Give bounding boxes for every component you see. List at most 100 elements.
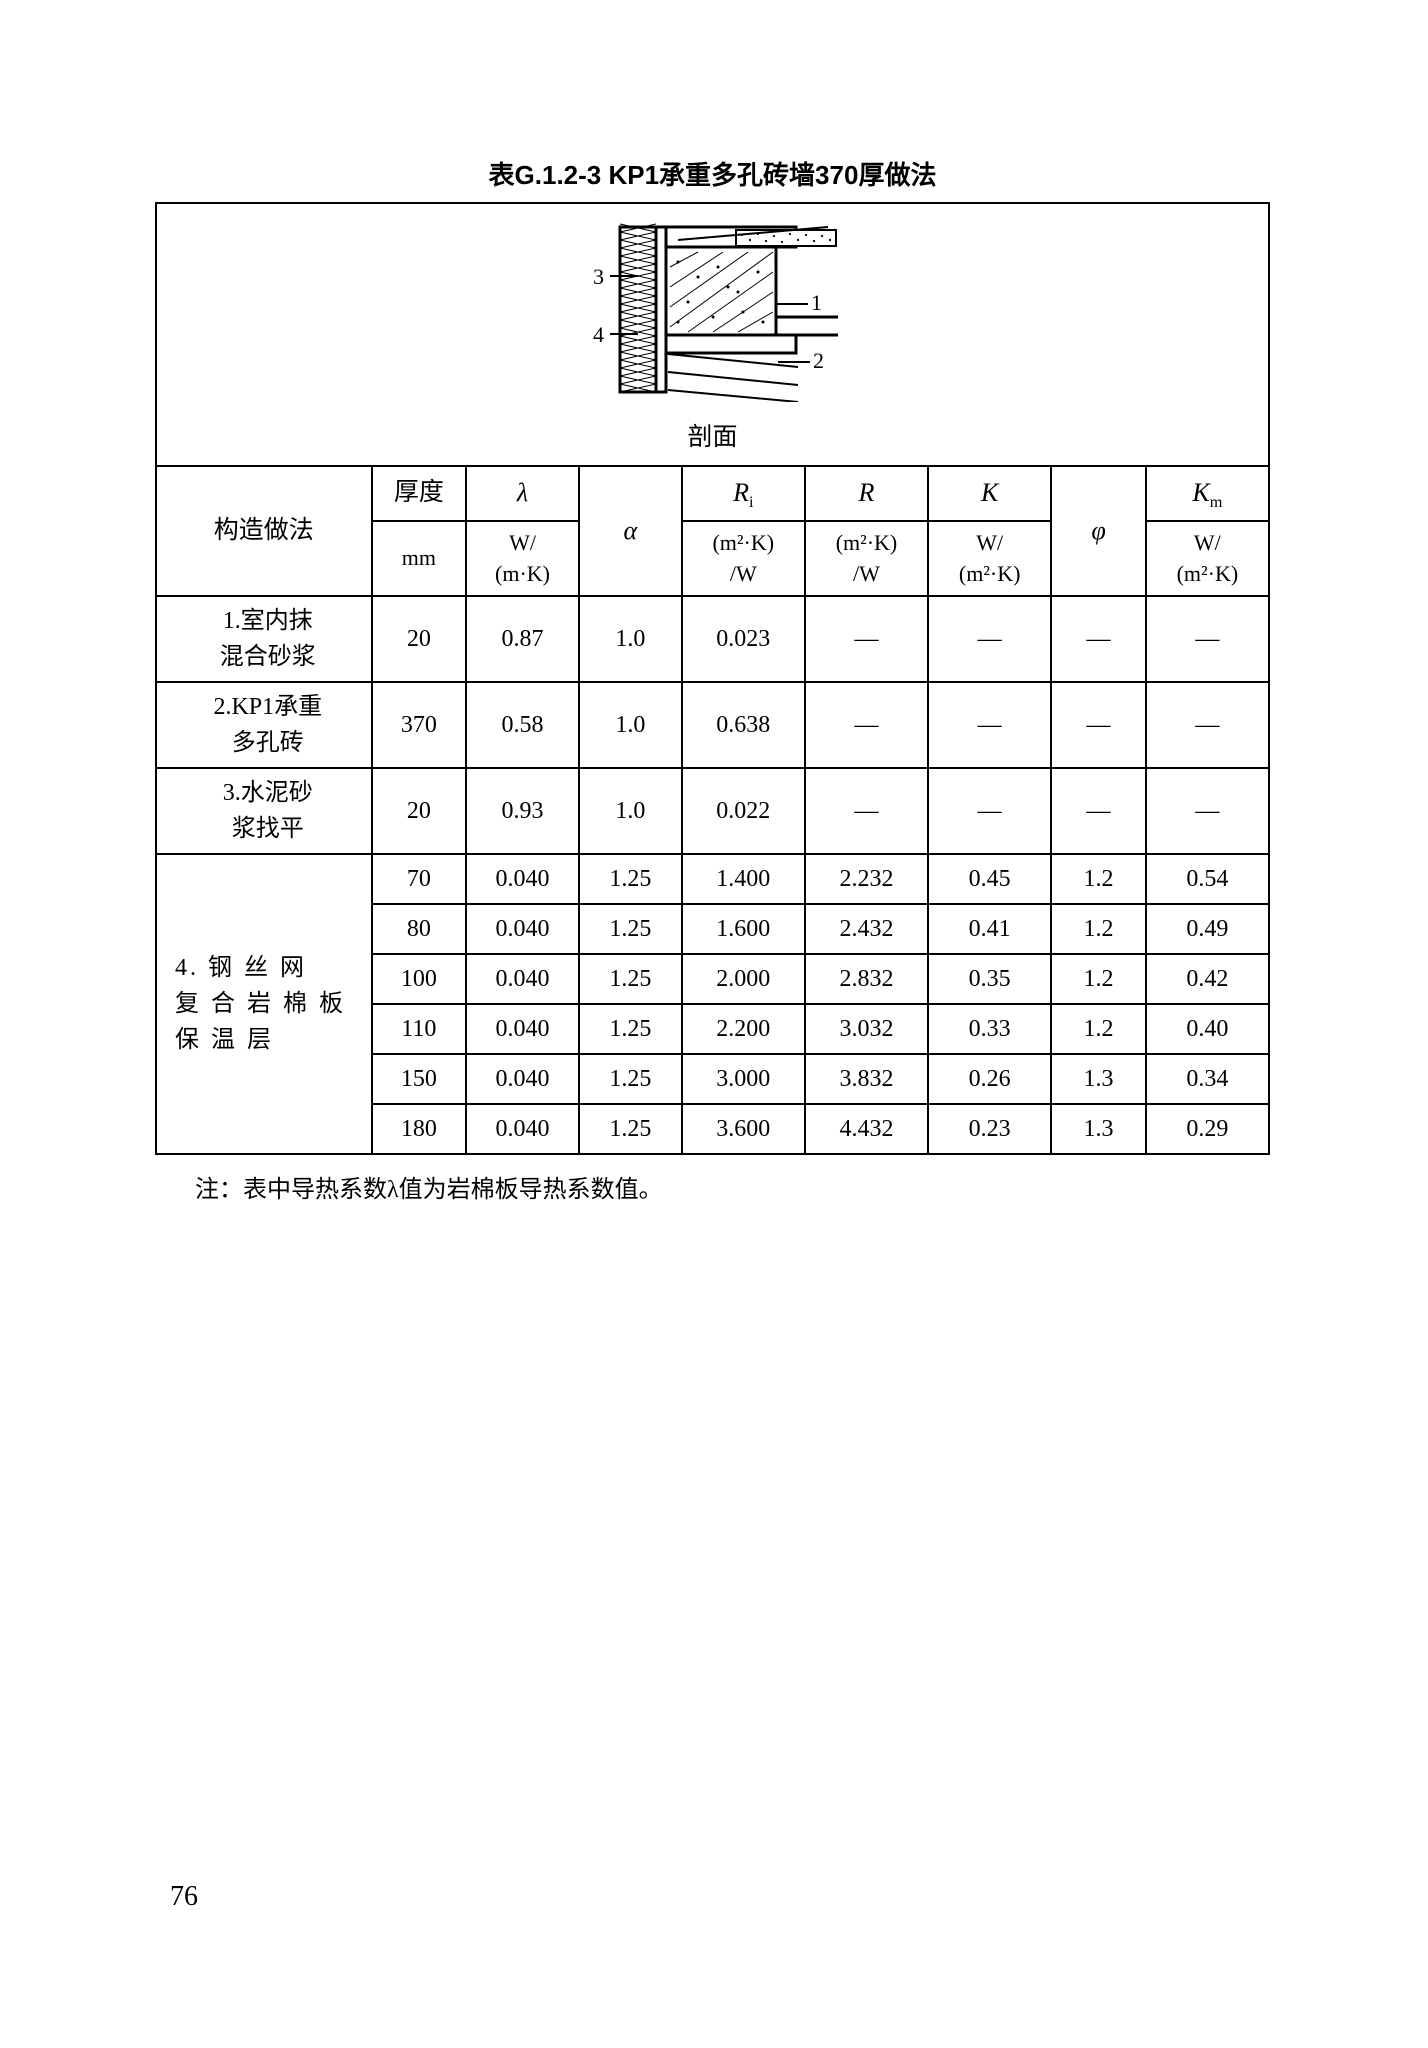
cell-km: 0.42 xyxy=(1146,954,1269,1004)
cell-label-merged: 4. 钢 丝 网复 合 岩 棉 板保 温 层 xyxy=(156,854,372,1154)
col-header-lambda: λ xyxy=(466,466,579,521)
diagram-caption: 剖面 xyxy=(548,419,878,457)
cell-label: 2.KP1承重多孔砖 xyxy=(156,682,372,768)
cell-lambda: 0.040 xyxy=(466,854,579,904)
cell-k: 0.41 xyxy=(928,904,1051,954)
cell-km: 0.49 xyxy=(1146,904,1269,954)
cell-k: — xyxy=(928,768,1051,854)
cell-km: — xyxy=(1146,768,1269,854)
svg-text:2: 2 xyxy=(813,348,824,373)
table-row: 1.室内抹混合砂浆200.871.00.023———— xyxy=(156,596,1269,682)
cell-r: 2.432 xyxy=(805,904,928,954)
cell-phi: 1.2 xyxy=(1051,854,1145,904)
cell-k: — xyxy=(928,596,1051,682)
svg-text:4: 4 xyxy=(593,322,604,347)
cell-alpha: 1.0 xyxy=(579,682,682,768)
cell-thickness: 110 xyxy=(372,1004,466,1054)
cell-thickness: 80 xyxy=(372,904,466,954)
table-note: 注：表中导热系数λ值为岩棉板导热系数值。 xyxy=(155,1169,1270,1204)
col-header-construction: 构造做法 xyxy=(156,466,372,597)
cell-ri: 1.400 xyxy=(682,854,805,904)
cell-ri: 2.000 xyxy=(682,954,805,1004)
cell-k: 0.35 xyxy=(928,954,1051,1004)
col-header-phi: φ xyxy=(1051,466,1145,597)
data-table: 3 4 1 2 剖面 构造做法 厚度 xyxy=(155,202,1270,1155)
unit-k: W/(m²·K) xyxy=(928,521,1051,597)
cell-r: 2.232 xyxy=(805,854,928,904)
cell-alpha: 1.25 xyxy=(579,854,682,904)
cell-km: — xyxy=(1146,596,1269,682)
cell-phi: 1.2 xyxy=(1051,1004,1145,1054)
table-row: 3.水泥砂浆找平200.931.00.022———— xyxy=(156,768,1269,854)
cell-ri: 3.600 xyxy=(682,1104,805,1154)
cell-label: 1.室内抹混合砂浆 xyxy=(156,596,372,682)
section-diagram: 3 4 1 2 xyxy=(548,222,878,402)
table-row: 4. 钢 丝 网复 合 岩 棉 板保 温 层700.0401.251.4002.… xyxy=(156,854,1269,904)
cell-r: — xyxy=(805,596,928,682)
cell-ri: 3.000 xyxy=(682,1054,805,1104)
cell-lambda: 0.040 xyxy=(466,1004,579,1054)
col-header-alpha: α xyxy=(579,466,682,597)
cell-km: 0.54 xyxy=(1146,854,1269,904)
col-header-ri: Ri xyxy=(682,466,805,521)
cell-thickness: 20 xyxy=(372,768,466,854)
cell-km: 0.40 xyxy=(1146,1004,1269,1054)
cell-r: 3.032 xyxy=(805,1004,928,1054)
col-header-r: R xyxy=(805,466,928,521)
cell-alpha: 1.25 xyxy=(579,904,682,954)
cell-label: 3.水泥砂浆找平 xyxy=(156,768,372,854)
cell-ri: 1.600 xyxy=(682,904,805,954)
cell-r: — xyxy=(805,682,928,768)
cell-ri: 2.200 xyxy=(682,1004,805,1054)
cell-alpha: 1.0 xyxy=(579,596,682,682)
svg-text:3: 3 xyxy=(593,264,604,289)
cell-km: 0.34 xyxy=(1146,1054,1269,1104)
cell-r: 2.832 xyxy=(805,954,928,1004)
unit-ri: (m²·K)/W xyxy=(682,521,805,597)
cell-lambda: 0.58 xyxy=(466,682,579,768)
cell-k: 0.26 xyxy=(928,1054,1051,1104)
cell-phi: 1.3 xyxy=(1051,1054,1145,1104)
cell-ri: 0.023 xyxy=(682,596,805,682)
cell-alpha: 1.25 xyxy=(579,1054,682,1104)
cell-phi: 1.2 xyxy=(1051,954,1145,1004)
cell-lambda: 0.040 xyxy=(466,1104,579,1154)
col-header-k: K xyxy=(928,466,1051,521)
cell-alpha: 1.25 xyxy=(579,1104,682,1154)
cell-lambda: 0.040 xyxy=(466,904,579,954)
unit-r: (m²·K)/W xyxy=(805,521,928,597)
cell-k: 0.45 xyxy=(928,854,1051,904)
col-header-km: Km xyxy=(1146,466,1269,521)
cell-r: 4.432 xyxy=(805,1104,928,1154)
cell-phi: — xyxy=(1051,682,1145,768)
unit-km: W/(m²·K) xyxy=(1146,521,1269,597)
cell-lambda: 0.040 xyxy=(466,954,579,1004)
cell-ri: 0.638 xyxy=(682,682,805,768)
cell-km: — xyxy=(1146,682,1269,768)
cell-alpha: 1.25 xyxy=(579,954,682,1004)
col-header-thickness: 厚度 xyxy=(372,466,466,521)
cell-km: 0.29 xyxy=(1146,1104,1269,1154)
cell-thickness: 150 xyxy=(372,1054,466,1104)
diagram-cell: 3 4 1 2 剖面 xyxy=(156,203,1269,466)
cell-phi: 1.3 xyxy=(1051,1104,1145,1154)
cell-alpha: 1.0 xyxy=(579,768,682,854)
cell-alpha: 1.25 xyxy=(579,1004,682,1054)
cell-lambda: 0.93 xyxy=(466,768,579,854)
cell-phi: 1.2 xyxy=(1051,904,1145,954)
cell-lambda: 0.040 xyxy=(466,1054,579,1104)
cell-thickness: 100 xyxy=(372,954,466,1004)
cell-k: 0.23 xyxy=(928,1104,1051,1154)
unit-lambda: W/(m·K) xyxy=(466,521,579,597)
cell-thickness: 70 xyxy=(372,854,466,904)
table-title: 表G.1.2-3 KP1承重多孔砖墙370厚做法 xyxy=(155,155,1270,192)
cell-thickness: 20 xyxy=(372,596,466,682)
table-row: 2.KP1承重多孔砖3700.581.00.638———— xyxy=(156,682,1269,768)
unit-thickness: mm xyxy=(372,521,466,597)
cell-thickness: 180 xyxy=(372,1104,466,1154)
cell-phi: — xyxy=(1051,596,1145,682)
cell-r: 3.832 xyxy=(805,1054,928,1104)
cell-k: 0.33 xyxy=(928,1004,1051,1054)
page-number: 76 xyxy=(170,1881,198,1913)
cell-ri: 0.022 xyxy=(682,768,805,854)
